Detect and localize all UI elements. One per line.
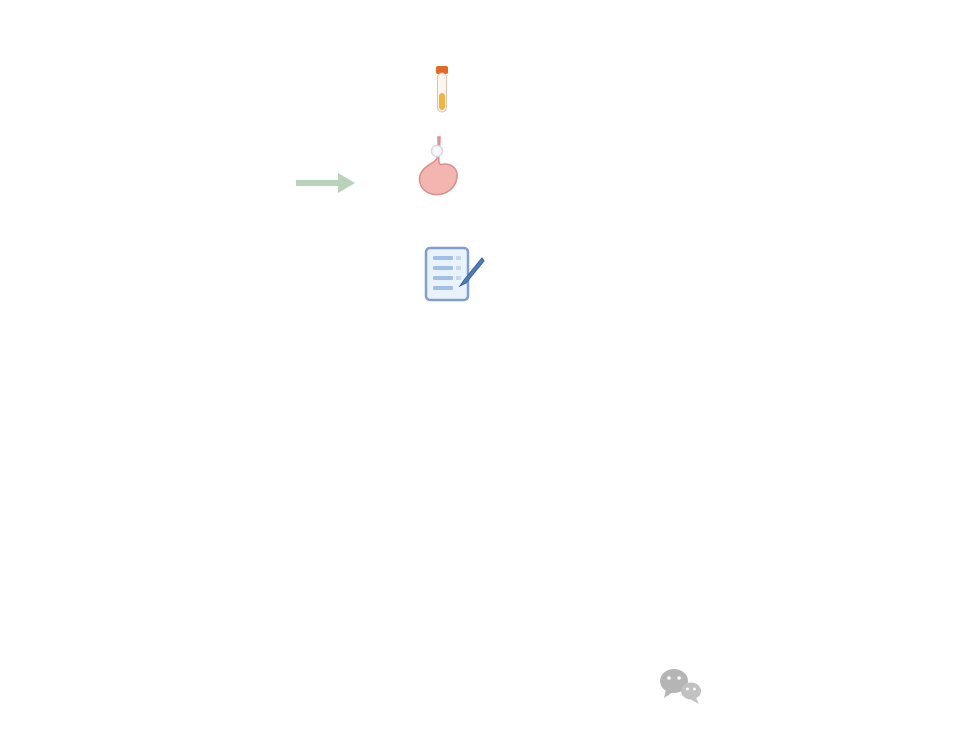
tissue-correlation-network — [692, 558, 969, 708]
plasma-fingerprints-donut — [688, 349, 784, 445]
test-tube-icon — [436, 66, 448, 113]
heatmap-row-labels — [0, 354, 104, 450]
clipboard-icon — [424, 246, 485, 302]
plasma-correlation-network — [428, 558, 688, 708]
cohort-annotation-heatmap — [107, 354, 669, 450]
flow-arrow-icon — [296, 173, 355, 193]
tissue-fingerprints-donut — [686, 456, 786, 556]
watermark — [658, 666, 712, 706]
shared-fingerprints-donut — [75, 590, 191, 706]
wechat-icon — [660, 669, 701, 704]
exposome-wheel-diagram — [655, 38, 955, 328]
stomach-icon — [418, 136, 458, 196]
